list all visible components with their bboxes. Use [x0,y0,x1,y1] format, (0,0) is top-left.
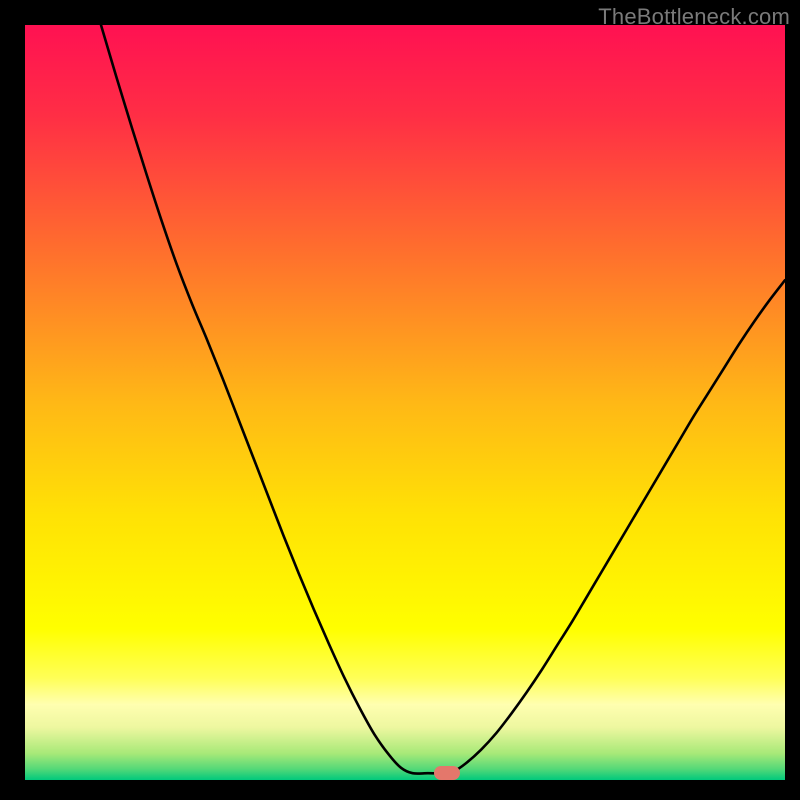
plot-area [25,25,785,780]
gradient-background [25,25,785,780]
chart-stage: TheBottleneck.com [0,0,800,800]
min-marker [434,766,460,780]
plot-svg [25,25,785,780]
